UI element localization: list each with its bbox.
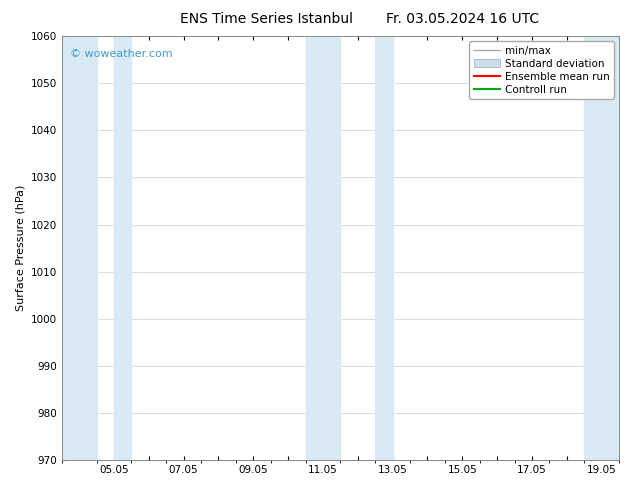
- Bar: [114, 36, 131, 460]
- Text: ENS Time Series Istanbul: ENS Time Series Istanbul: [180, 12, 353, 26]
- Text: © woweather.com: © woweather.com: [70, 49, 172, 59]
- Bar: [584, 36, 619, 460]
- Bar: [375, 36, 392, 460]
- Text: Fr. 03.05.2024 16 UTC: Fr. 03.05.2024 16 UTC: [386, 12, 540, 26]
- Bar: [306, 36, 340, 460]
- Y-axis label: Surface Pressure (hPa): Surface Pressure (hPa): [15, 185, 25, 311]
- Legend: min/max, Standard deviation, Ensemble mean run, Controll run: min/max, Standard deviation, Ensemble me…: [469, 41, 614, 99]
- Bar: [61, 36, 96, 460]
